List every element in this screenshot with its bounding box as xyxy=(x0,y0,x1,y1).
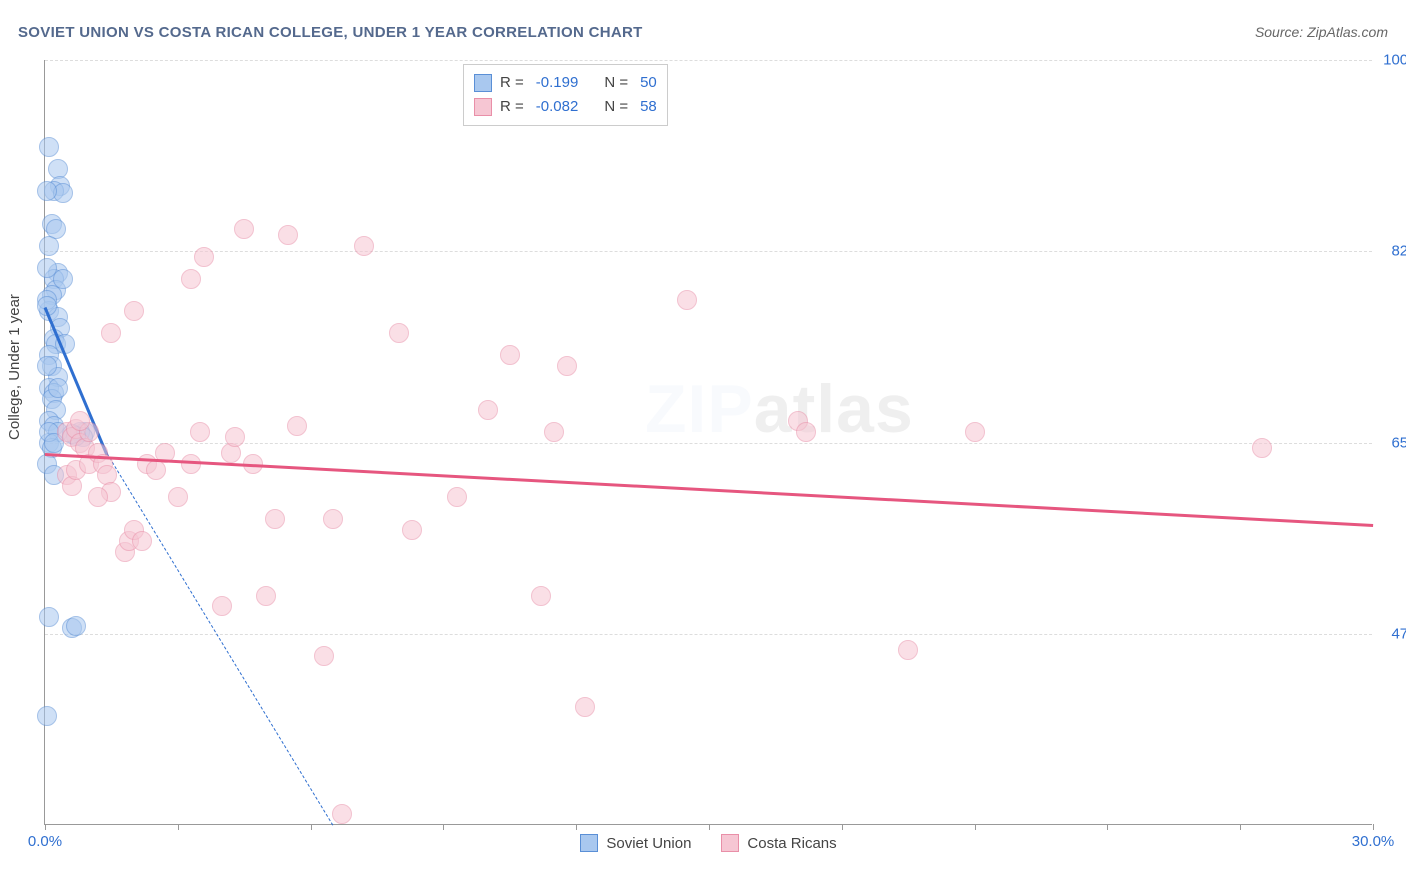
y-tick-label: 65.0% xyxy=(1391,434,1406,451)
legend-swatch-soviet xyxy=(580,834,598,852)
point-costarican xyxy=(194,247,214,267)
point-costarican xyxy=(234,219,254,239)
gridline xyxy=(45,251,1372,252)
watermark-atlas: atlas xyxy=(754,371,914,447)
point-costarican xyxy=(101,323,121,343)
point-soviet xyxy=(37,356,57,376)
point-costarican xyxy=(181,454,201,474)
r-label: R = xyxy=(500,71,524,95)
legend-item-soviet: Soviet Union xyxy=(580,834,691,852)
legend-label: Costa Ricans xyxy=(747,835,836,852)
correlation-stats-legend: R = -0.199 N = 50 R = -0.082 N = 58 xyxy=(463,64,668,126)
x-tick xyxy=(1107,824,1108,830)
legend-label: Soviet Union xyxy=(606,835,691,852)
r-label: R = xyxy=(500,95,524,119)
point-costarican xyxy=(500,345,520,365)
point-costarican xyxy=(323,509,343,529)
point-soviet xyxy=(48,378,68,398)
n-value: 50 xyxy=(640,71,657,95)
point-costarican xyxy=(70,411,90,431)
stats-row-costarican: R = -0.082 N = 58 xyxy=(474,95,657,119)
legend-swatch-costarican xyxy=(721,834,739,852)
r-value: -0.082 xyxy=(536,95,579,119)
point-costarican xyxy=(265,509,285,529)
point-costarican xyxy=(531,586,551,606)
gridline xyxy=(45,443,1372,444)
x-tick xyxy=(178,824,179,830)
gridline xyxy=(45,634,1372,635)
y-axis-label: College, Under 1 year xyxy=(6,294,23,440)
x-tick xyxy=(1373,824,1374,830)
x-tick xyxy=(1240,824,1241,830)
point-costarican xyxy=(190,422,210,442)
point-soviet xyxy=(66,616,86,636)
watermark: ZIPatlas xyxy=(645,370,914,448)
point-soviet xyxy=(37,706,57,726)
y-tick-label: 82.5% xyxy=(1391,243,1406,260)
chart-title: SOVIET UNION VS COSTA RICAN COLLEGE, UND… xyxy=(18,24,643,41)
x-tick xyxy=(709,824,710,830)
x-tick xyxy=(443,824,444,830)
y-tick-label: 100.0% xyxy=(1383,52,1406,69)
point-costarican xyxy=(168,487,188,507)
source-attribution: Source: ZipAtlas.com xyxy=(1255,24,1388,40)
point-costarican xyxy=(965,422,985,442)
series-legend: Soviet Union Costa Ricans xyxy=(45,834,1372,852)
x-tick xyxy=(842,824,843,830)
point-costarican xyxy=(332,804,352,824)
point-costarican xyxy=(677,290,697,310)
point-costarican xyxy=(575,697,595,717)
point-costarican xyxy=(225,427,245,447)
scatter-chart: ZIPatlas R = -0.199 N = 50 R = -0.082 N … xyxy=(44,60,1372,825)
point-costarican xyxy=(1252,438,1272,458)
point-soviet xyxy=(39,137,59,157)
swatch-soviet xyxy=(474,74,492,92)
point-costarican xyxy=(132,531,152,551)
point-costarican xyxy=(796,422,816,442)
point-costarican xyxy=(88,487,108,507)
x-tick xyxy=(576,824,577,830)
x-tick-label: 0.0% xyxy=(28,833,62,850)
point-costarican xyxy=(314,646,334,666)
n-label: N = xyxy=(604,95,628,119)
point-soviet xyxy=(39,607,59,627)
point-costarican xyxy=(557,356,577,376)
y-tick-label: 47.5% xyxy=(1391,625,1406,642)
point-costarican xyxy=(212,596,232,616)
stats-row-soviet: R = -0.199 N = 50 xyxy=(474,71,657,95)
point-costarican xyxy=(402,520,422,540)
point-costarican xyxy=(278,225,298,245)
trend-line-soviet-dashed xyxy=(107,454,334,826)
point-soviet xyxy=(39,236,59,256)
point-costarican xyxy=(389,323,409,343)
point-costarican xyxy=(124,301,144,321)
x-tick xyxy=(45,824,46,830)
n-label: N = xyxy=(604,71,628,95)
x-tick xyxy=(975,824,976,830)
source-label: Source: xyxy=(1255,24,1303,40)
point-costarican xyxy=(256,586,276,606)
point-costarican xyxy=(898,640,918,660)
point-costarican xyxy=(181,269,201,289)
point-costarican xyxy=(478,400,498,420)
point-soviet xyxy=(37,258,57,278)
point-soviet xyxy=(37,181,57,201)
x-tick-label: 30.0% xyxy=(1352,833,1395,850)
r-value: -0.199 xyxy=(536,71,579,95)
gridline xyxy=(45,60,1372,61)
swatch-costarican xyxy=(474,98,492,116)
point-costarican xyxy=(447,487,467,507)
watermark-zip: ZIP xyxy=(645,371,754,447)
source-name: ZipAtlas.com xyxy=(1307,24,1388,40)
point-costarican xyxy=(354,236,374,256)
x-tick xyxy=(311,824,312,830)
legend-item-costarican: Costa Ricans xyxy=(721,834,836,852)
n-value: 58 xyxy=(640,95,657,119)
trend-line-costarican xyxy=(45,453,1373,527)
point-costarican xyxy=(287,416,307,436)
point-costarican xyxy=(544,422,564,442)
